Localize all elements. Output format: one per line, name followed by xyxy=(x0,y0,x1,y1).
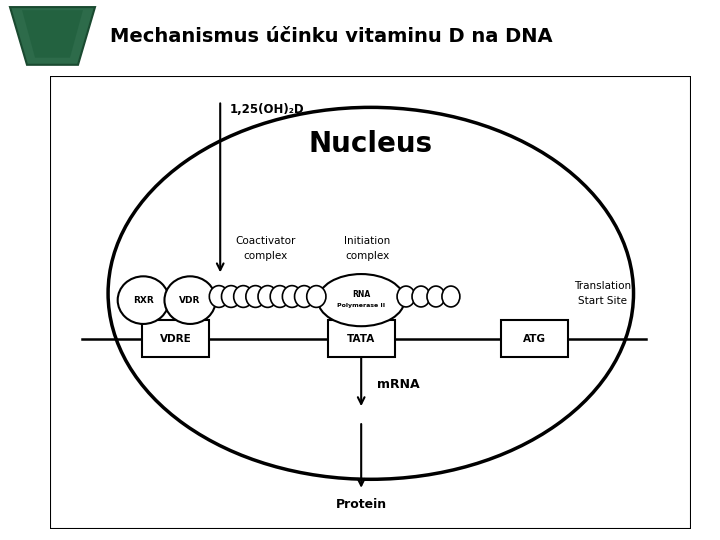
Ellipse shape xyxy=(318,274,405,326)
Ellipse shape xyxy=(307,286,326,307)
Text: RXR: RXR xyxy=(133,295,153,305)
FancyBboxPatch shape xyxy=(50,76,691,529)
Ellipse shape xyxy=(246,286,265,307)
Text: TATA: TATA xyxy=(347,334,375,343)
Ellipse shape xyxy=(234,286,253,307)
Ellipse shape xyxy=(222,286,240,307)
Text: VDR: VDR xyxy=(179,295,201,305)
Text: VDRE: VDRE xyxy=(160,334,192,343)
FancyBboxPatch shape xyxy=(328,320,395,357)
Ellipse shape xyxy=(442,286,460,307)
Text: Protein: Protein xyxy=(336,498,387,511)
Text: Polymerase II: Polymerase II xyxy=(337,303,385,308)
Text: complex: complex xyxy=(243,251,287,261)
Text: RNA: RNA xyxy=(352,290,370,299)
Text: Nucleus: Nucleus xyxy=(309,130,433,158)
FancyBboxPatch shape xyxy=(142,320,209,357)
Ellipse shape xyxy=(117,276,169,324)
Ellipse shape xyxy=(294,286,314,307)
FancyBboxPatch shape xyxy=(500,320,568,357)
Text: Mechanismus účinku vitaminu D na DNA: Mechanismus účinku vitaminu D na DNA xyxy=(110,27,553,46)
Text: ATG: ATG xyxy=(523,334,546,343)
Ellipse shape xyxy=(270,286,289,307)
Text: 1,25(OH)₂D: 1,25(OH)₂D xyxy=(230,103,305,116)
Ellipse shape xyxy=(164,276,216,324)
Ellipse shape xyxy=(412,286,430,307)
Text: Coactivator: Coactivator xyxy=(235,235,295,246)
Text: Translation: Translation xyxy=(575,281,631,291)
Ellipse shape xyxy=(397,286,415,307)
Text: Initiation: Initiation xyxy=(344,235,391,246)
Text: Start Site: Start Site xyxy=(578,295,627,306)
Ellipse shape xyxy=(427,286,445,307)
Ellipse shape xyxy=(258,286,277,307)
Ellipse shape xyxy=(210,286,228,307)
Ellipse shape xyxy=(282,286,302,307)
Text: mRNA: mRNA xyxy=(377,379,420,392)
Polygon shape xyxy=(10,7,95,65)
Ellipse shape xyxy=(108,107,634,480)
Polygon shape xyxy=(22,10,83,58)
Text: complex: complex xyxy=(346,251,390,261)
